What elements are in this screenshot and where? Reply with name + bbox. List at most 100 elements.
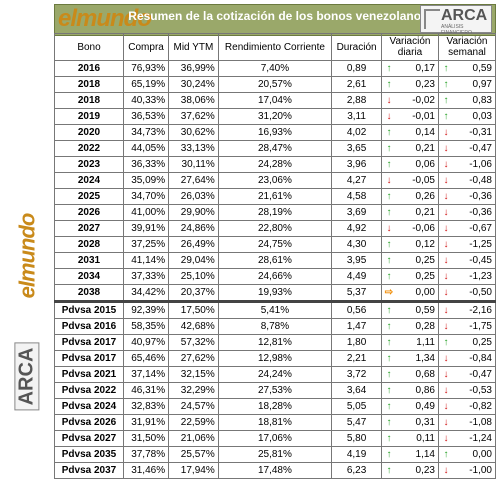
- mid-ytm-cell: 32,29%: [168, 382, 219, 399]
- mid-ytm-cell: 30,11%: [168, 156, 219, 173]
- compra-cell: 35,09%: [122, 172, 170, 189]
- arrow-down-icon: ↓: [438, 172, 453, 189]
- table-row: Pdvsa 2017 65,46% 27,62% 12,98% 2,21 ↑ 1,34 ↓ -0…: [54, 350, 496, 367]
- compra-cell: 65,19%: [122, 76, 170, 93]
- duracion-cell: 5,80: [331, 430, 382, 447]
- mid-ytm-cell: 22,59%: [168, 414, 219, 431]
- arrow-down-icon: ↓: [438, 156, 453, 173]
- arrow-down-icon: ↓: [381, 92, 396, 109]
- arrow-up-icon: ↑: [381, 188, 396, 205]
- variation-weekly-cell: -0,48: [453, 172, 496, 189]
- rendimiento-cell: 12,81%: [217, 334, 333, 351]
- arrow-down-icon: ↓: [438, 220, 453, 237]
- bono-cell: Pdvsa 2016: [54, 318, 124, 335]
- duracion-cell: 4,19: [331, 446, 382, 463]
- variation-weekly-cell: -1,23: [453, 268, 496, 285]
- variation-daily-cell: 0,12: [396, 236, 439, 253]
- rendimiento-cell: 20,57%: [217, 76, 333, 93]
- variation-daily-cell: 0,11: [396, 430, 439, 447]
- mid-ytm-cell: 20,37%: [168, 284, 219, 302]
- arrow-up-icon: ↑: [381, 76, 396, 93]
- side-elmundo: elmundo: [4, 206, 50, 306]
- compra-cell: 37,25%: [122, 236, 170, 253]
- table-row: 2025 34,70% 26,03% 21,61% 4,58 ↑ 0,26 ↓ -0,36: [54, 188, 496, 205]
- bono-cell: Pdvsa 2035: [54, 446, 124, 463]
- variation-weekly-cell: 0,25: [453, 334, 496, 351]
- table-row: 2019 36,53% 37,62% 31,20% 3,11 ↓ -0,01 ↑ 0,03: [54, 108, 496, 125]
- duracion-cell: 4,92: [331, 220, 382, 237]
- arrow-down-icon: ↓: [438, 398, 453, 415]
- table-row: Pdvsa 2035 37,78% 25,57% 25,81% 4,19 ↑ 1,14 ↑ 0,…: [54, 446, 496, 463]
- compra-cell: 36,33%: [122, 156, 170, 173]
- variation-weekly-cell: -1,08: [453, 414, 496, 431]
- rendimiento-cell: 16,93%: [217, 124, 333, 141]
- arrow-up-icon: ↑: [381, 334, 396, 351]
- table-row: 2024 35,09% 27,64% 23,06% 4,27 ↓ -0,05 ↓ -0,48: [54, 172, 496, 189]
- variation-weekly-cell: -1,75: [453, 318, 496, 335]
- variation-weekly-cell: -2,16: [453, 300, 496, 319]
- duracion-cell: 0,56: [331, 300, 382, 319]
- compra-cell: 36,53%: [122, 108, 170, 125]
- arrow-up-icon: ↑: [381, 124, 396, 141]
- duracion-cell: 3,95: [331, 252, 382, 269]
- rendimiento-cell: 27,53%: [217, 382, 333, 399]
- variation-weekly-cell: 0,97: [453, 76, 496, 93]
- arrow-up-icon: ↑: [381, 382, 396, 399]
- bond-table: Bono Compra Mid YTM Rendimiento Corrient…: [54, 33, 496, 479]
- bono-cell: Pdvsa 2021: [54, 366, 124, 383]
- variation-daily-cell: 0,25: [396, 252, 439, 269]
- table-row: Pdvsa 2024 32,83% 24,57% 18,28% 5,05 ↑ 0,49 ↓ -0…: [54, 398, 496, 415]
- rendimiento-cell: 31,20%: [217, 108, 333, 125]
- mid-ytm-cell: 26,49%: [168, 236, 219, 253]
- rendimiento-cell: 28,61%: [217, 252, 333, 269]
- table-row: 2020 34,73% 30,62% 16,93% 4,02 ↑ 0,14 ↓ -0,31: [54, 124, 496, 141]
- bono-cell: 2019: [54, 108, 124, 125]
- col-rendimiento: Rendimiento Corriente: [217, 33, 333, 61]
- compra-cell: 41,00%: [122, 204, 170, 221]
- variation-weekly-cell: 0,83: [453, 92, 496, 109]
- rendimiento-cell: 7,40%: [217, 60, 333, 77]
- variation-weekly-cell: -0,47: [453, 366, 496, 383]
- arrow-up-icon: ↑: [381, 300, 396, 319]
- bono-cell: 2028: [54, 236, 124, 253]
- arrow-up-icon: ↑: [438, 92, 453, 109]
- rendimiento-cell: 25,81%: [217, 446, 333, 463]
- col-compra: Compra: [122, 33, 170, 61]
- arrow-down-icon: ↓: [438, 236, 453, 253]
- table-row: 2018 65,19% 30,24% 20,57% 2,61 ↑ 0,23 ↑ 0,97: [54, 76, 496, 93]
- rendimiento-cell: 28,47%: [217, 140, 333, 157]
- bono-cell: Pdvsa 2027: [54, 430, 124, 447]
- table-row: 2027 39,91% 24,86% 22,80% 4,92 ↓ -0,06 ↓ -0,67: [54, 220, 496, 237]
- rendimiento-cell: 24,28%: [217, 156, 333, 173]
- rendimiento-cell: 24,24%: [217, 366, 333, 383]
- mid-ytm-cell: 30,24%: [168, 76, 219, 93]
- arrow-up-icon: ↑: [438, 108, 453, 125]
- table-row: 2018 40,33% 38,06% 17,04% 2,88 ↓ -0,02 ↑ 0,83: [54, 92, 496, 109]
- mid-ytm-cell: 38,06%: [168, 92, 219, 109]
- bono-cell: 2020: [54, 124, 124, 141]
- variation-daily-cell: 1,34: [396, 350, 439, 367]
- arrow-down-icon: ↓: [381, 220, 396, 237]
- rendimiento-cell: 24,75%: [217, 236, 333, 253]
- table-row: Pdvsa 2016 58,35% 42,68% 8,78% 1,47 ↑ 0,28 ↓ -1,…: [54, 318, 496, 335]
- arrow-down-icon: ↓: [438, 188, 453, 205]
- arrow-down-icon: ↓: [438, 318, 453, 335]
- col-var-diaria: Variación diaria: [381, 33, 439, 61]
- variation-daily-cell: 0,21: [396, 204, 439, 221]
- variation-daily-cell: -0,01: [396, 108, 439, 125]
- variation-weekly-cell: -1,06: [453, 156, 496, 173]
- arrow-down-icon: ↓: [438, 140, 453, 157]
- mid-ytm-cell: 37,62%: [168, 108, 219, 125]
- table-row: Pdvsa 2015 92,39% 17,50% 5,41% 0,56 ↑ 0,59 ↓ -2,…: [54, 300, 496, 319]
- mid-ytm-cell: 26,03%: [168, 188, 219, 205]
- variation-daily-cell: 0,06: [396, 156, 439, 173]
- variation-daily-cell: 0,14: [396, 124, 439, 141]
- duracion-cell: 5,47: [331, 414, 382, 431]
- bono-cell: 2038: [54, 284, 124, 302]
- compra-cell: 37,33%: [122, 268, 170, 285]
- duracion-cell: 4,30: [331, 236, 382, 253]
- variation-daily-cell: 0,25: [396, 268, 439, 285]
- mid-ytm-cell: 36,99%: [168, 60, 219, 77]
- table-row: 2034 37,33% 25,10% 24,66% 4,49 ↑ 0,25 ↓ -1,23: [54, 268, 496, 285]
